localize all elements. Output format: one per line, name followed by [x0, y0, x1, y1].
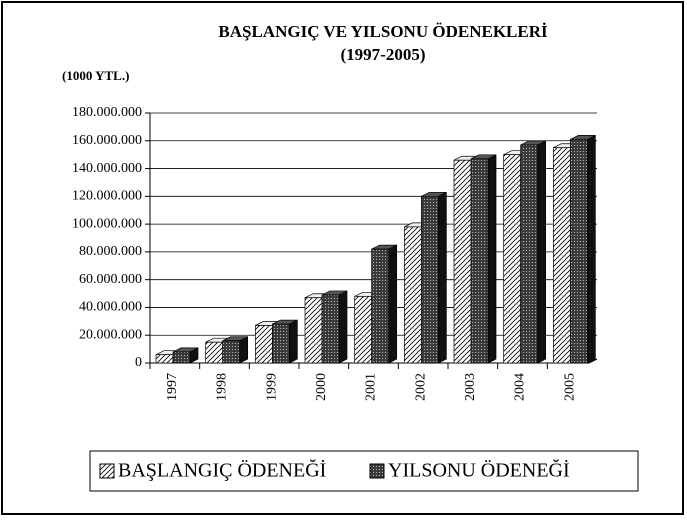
bar-front [403, 226, 422, 364]
bar-front [503, 154, 522, 364]
legend-swatch [369, 463, 385, 479]
bar [470, 154, 497, 364]
y-tick-label: 60.000.000 [79, 272, 142, 287]
bar [222, 336, 249, 364]
bar-front [420, 195, 439, 364]
bar-front [271, 323, 290, 364]
y-tick-label: 80.000.000 [79, 244, 142, 259]
x-tick-label: 2002 [413, 373, 428, 401]
y-tick-label: 160.000.000 [72, 133, 142, 148]
bar-side [437, 191, 447, 364]
bar-side [388, 244, 398, 364]
bar [371, 244, 398, 364]
bar [172, 347, 199, 364]
bar-side [338, 290, 348, 364]
bar-side [239, 336, 249, 364]
y-tick-label: 40.000.000 [79, 300, 142, 315]
y-tick-label: 180.000.000 [72, 105, 142, 120]
bar-side [586, 134, 596, 364]
x-tick-label: 2001 [364, 373, 379, 401]
bar [271, 319, 298, 364]
x-tick-label: 2003 [463, 373, 478, 401]
x-tick-label: 1997 [165, 373, 180, 401]
bar-front [371, 248, 390, 364]
bar-side [487, 154, 497, 364]
y-tick-label: 120.000.000 [72, 189, 142, 204]
y-unit-label: (1000 YTL.) [62, 68, 129, 83]
bar-front [205, 341, 224, 364]
chart-title: BAŞLANGIÇ VE YILSONU ÖDENEKLERİ [218, 22, 548, 41]
bar-front [569, 139, 588, 364]
bar-front [254, 325, 273, 364]
bar-front [304, 297, 323, 364]
y-tick-label: 0 [135, 355, 142, 370]
y-tick-label: 20.000.000 [79, 327, 142, 342]
x-tick-label: 1998 [215, 373, 230, 401]
x-tick-label: 2004 [513, 373, 528, 401]
legend [89, 450, 639, 492]
bar-front [155, 354, 174, 364]
y-tick-label: 140.000.000 [72, 161, 142, 176]
bar-front [453, 159, 472, 364]
chart-subtitle: (1997-2005) [341, 45, 426, 64]
legend-swatch [99, 463, 115, 479]
bar [520, 140, 547, 364]
bar-front [321, 294, 340, 364]
legend-label: YILSONU ÖDENEĞİ [388, 459, 570, 482]
x-tick-label: 2000 [314, 373, 329, 401]
bar-side [537, 140, 547, 364]
bar-front [552, 147, 571, 364]
x-tick-label: 1999 [264, 373, 279, 401]
bar [569, 134, 596, 364]
bar-front [354, 295, 373, 364]
y-tick-label: 100.000.000 [72, 216, 142, 231]
bar-front [520, 144, 539, 364]
bar-front [470, 158, 489, 364]
bar [420, 191, 447, 364]
bar-front [222, 340, 241, 364]
bar-front [172, 351, 191, 364]
bar-side [288, 319, 298, 364]
x-tick-label: 2005 [562, 373, 577, 401]
legend-label: BAŞLANGIÇ ÖDENEĞİ [118, 459, 326, 482]
bar [321, 290, 348, 364]
